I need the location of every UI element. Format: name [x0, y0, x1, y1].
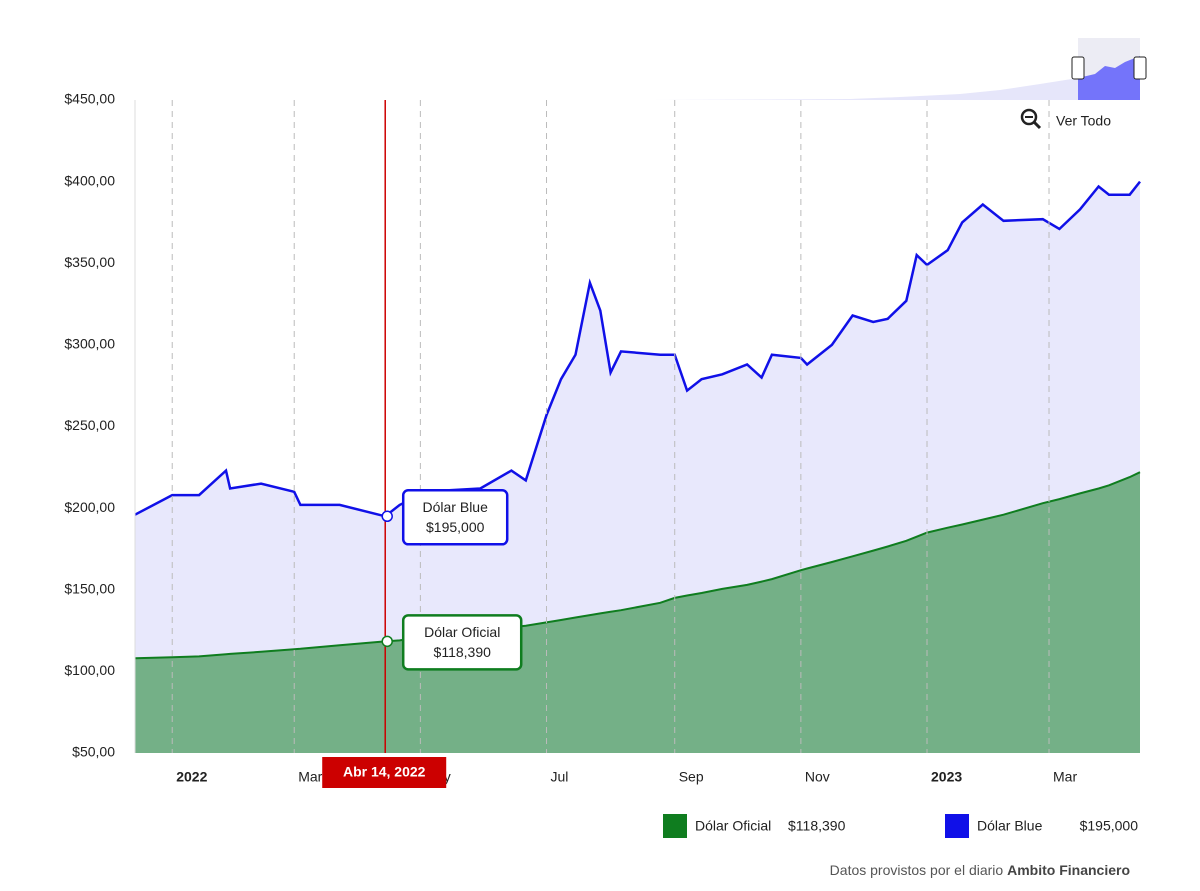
zoom-button[interactable]: Ver Todo [1020, 108, 1111, 130]
x-tick-label: 2023 [931, 769, 962, 785]
legend-value: $118,390 [788, 818, 846, 834]
zoom-label: Ver Todo [1056, 113, 1111, 129]
tooltip-value: $118,390 [434, 644, 492, 660]
zoom-icon [1032, 120, 1042, 130]
x-tick-label: Mar [1053, 769, 1077, 785]
legend-value: $195,000 [1080, 818, 1139, 834]
y-tick-label: $350,00 [64, 254, 115, 270]
navigator-selection [1078, 56, 1140, 100]
series-line [134, 180, 1141, 518]
source-prefix: Datos provistos por el diario [830, 862, 1004, 878]
legend-name: Dólar Oficial [695, 818, 771, 834]
navigator-handle[interactable] [1071, 56, 1085, 80]
legend-swatch [945, 814, 969, 838]
tooltip-name: Dólar Blue [423, 499, 489, 515]
x-tick-label: 2022 [176, 769, 207, 785]
plot: 2005201020152020$50,00$100,00$150,00$200… [64, 38, 1141, 838]
navigator-bg [135, 38, 1140, 100]
tooltip-box [401, 614, 523, 671]
y-tick-label: $450,00 [64, 91, 115, 107]
navigator-area [652, 56, 1140, 100]
cursor-label: Abr 14, 2022 [343, 764, 426, 780]
y-tick-label: $150,00 [64, 580, 115, 596]
y-tick-label: $50,00 [72, 744, 115, 760]
y-tick-label: $250,00 [64, 417, 115, 433]
x-tick-label: Sep [679, 769, 704, 785]
cursor-point [381, 510, 393, 523]
cursor-label-bg [322, 757, 447, 788]
y-tick-label: $300,00 [64, 336, 115, 352]
series-area [135, 472, 1140, 753]
x-tick-label: Mar [298, 769, 322, 785]
x-tick-label: Nov [805, 769, 830, 785]
navigator[interactable] [135, 38, 1147, 100]
navigator-handle[interactable] [1133, 56, 1147, 80]
legend-swatch [663, 814, 687, 838]
tooltip-name: Dólar Oficial [424, 624, 500, 640]
tooltip-value: $195,000 [426, 519, 485, 535]
source: Datos provistos por el diario Ambito Fin… [830, 862, 1130, 878]
source-name: Ambito Financiero [1007, 862, 1130, 878]
y-tick-label: $400,00 [64, 172, 115, 188]
zoom-icon [1020, 108, 1038, 126]
series-line [134, 471, 1141, 660]
legend-name: Dólar Blue [977, 818, 1043, 834]
cursor-point [381, 635, 393, 648]
tooltip-box [401, 489, 509, 546]
y-tick-label: $100,00 [64, 662, 115, 678]
x-tick-label: Jul [551, 769, 569, 785]
y-tick-label: $200,00 [64, 499, 115, 515]
